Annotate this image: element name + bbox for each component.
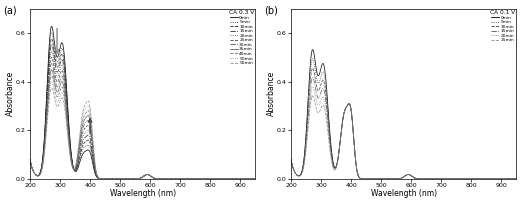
Y-axis label: Absorbance: Absorbance [6,71,15,116]
Legend: 0min, 5min, 10min, 15min, 20min, 25min: 0min, 5min, 10min, 15min, 20min, 25min [489,9,516,43]
Text: (b): (b) [264,5,278,15]
X-axis label: Wavelength (nm): Wavelength (nm) [371,190,437,198]
Y-axis label: Absorbance: Absorbance [267,71,276,116]
X-axis label: Wavelength (nm): Wavelength (nm) [110,190,176,198]
Legend: 0min, 5min, 10min, 15min, 20min, 25min, 30min, 35min, 40min, 50min, 55min: 0min, 5min, 10min, 15min, 20min, 25min, … [228,9,255,66]
Text: (a): (a) [3,5,17,15]
